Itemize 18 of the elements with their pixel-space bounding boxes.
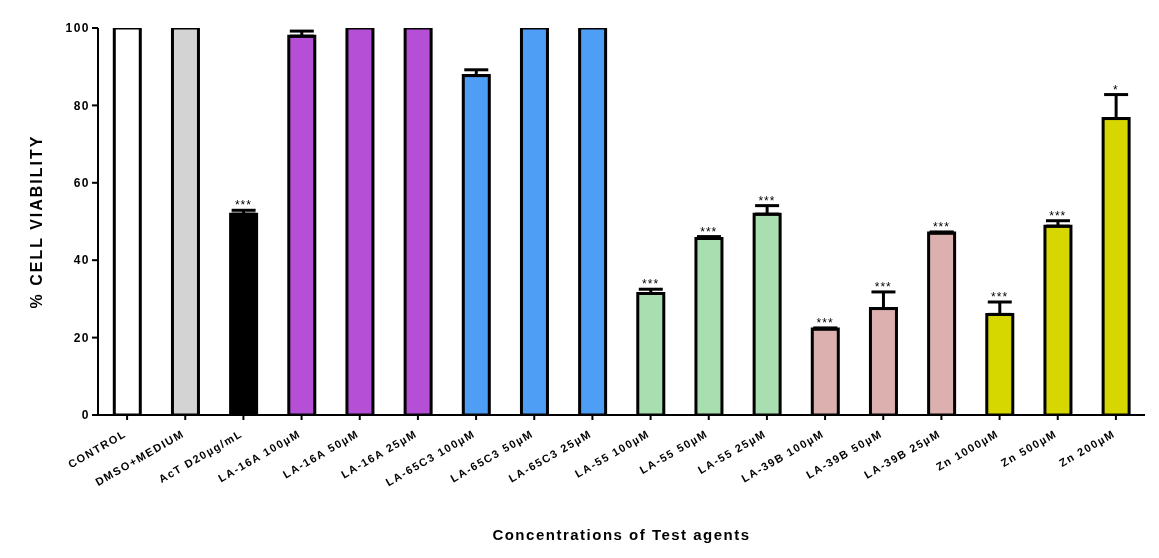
annotation: *** xyxy=(991,290,1009,304)
annotation: *** xyxy=(816,315,834,330)
y-tick-label: 80 xyxy=(73,98,90,113)
annotation: *** xyxy=(700,224,718,239)
y-tick-label: 0 xyxy=(81,408,90,423)
y-tick-label: 60 xyxy=(73,176,90,191)
annotation: *** xyxy=(932,219,950,234)
annotation: *** xyxy=(234,198,252,213)
y-axis-title: % CELL VIABILITY xyxy=(27,134,45,309)
annotation: *** xyxy=(758,193,776,208)
annotation: *** xyxy=(1049,208,1067,223)
y-tick-label: 20 xyxy=(73,330,90,345)
annotation: *** xyxy=(874,279,892,294)
y-tick-label: 40 xyxy=(73,253,90,268)
x-axis-title: Concentrations of Test agents xyxy=(492,526,751,543)
annotation: *** xyxy=(642,277,660,292)
y-tick-label: 100 xyxy=(65,21,90,36)
annotation: * xyxy=(1113,82,1119,97)
